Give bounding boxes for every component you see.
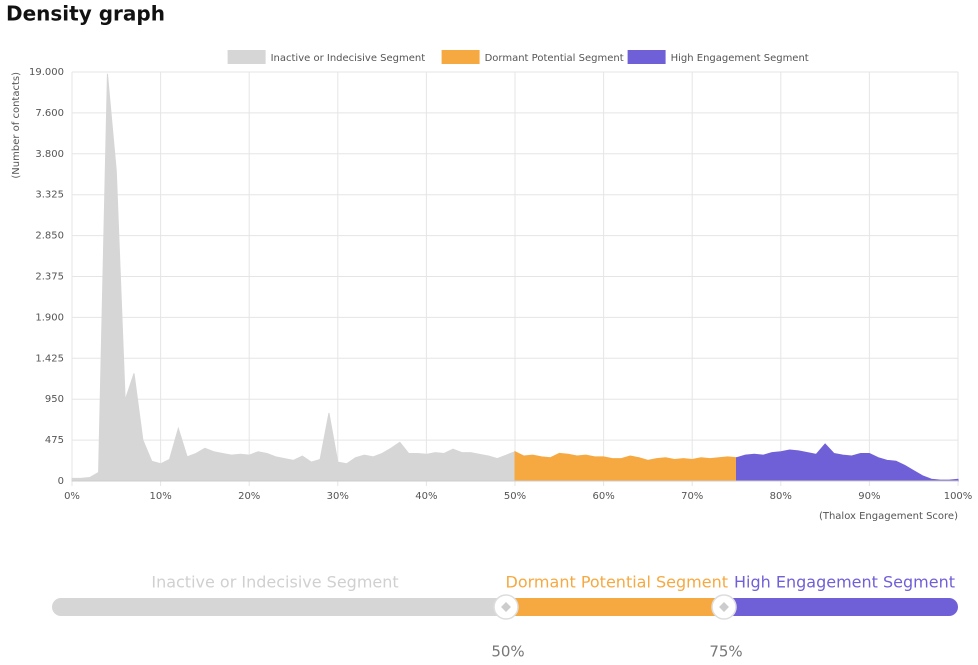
y-axis-label: (Number of contacts) (11, 72, 22, 179)
slider-segment (506, 598, 724, 616)
handle-label: 75% (709, 643, 742, 661)
x-tick-label: 30% (327, 491, 349, 502)
density-area (736, 443, 959, 482)
handle-grip (719, 602, 729, 612)
y-tick-label: 19.000 (29, 67, 64, 78)
segment-label: Dormant Potential Segment (506, 573, 728, 592)
legend-label: Dormant Potential Segment (485, 53, 624, 64)
y-tick-label: 1.425 (35, 353, 64, 364)
legend-swatch (227, 50, 266, 64)
slider-segment (724, 598, 958, 616)
handle-label: 50% (491, 643, 524, 661)
legend-label: High Engagement Segment (671, 53, 809, 64)
handle-grip (501, 602, 511, 612)
page-title: Density graph (6, 2, 165, 26)
segment-label: High Engagement Segment (734, 573, 955, 592)
x-tick-label: 60% (592, 491, 614, 502)
x-tick-label: 100% (944, 491, 973, 502)
x-tick-label: 90% (858, 491, 880, 502)
legend-swatch (441, 50, 480, 64)
y-tick-label: 7.600 (35, 108, 64, 119)
slider-segment (52, 598, 506, 616)
y-tick-label: 475 (45, 435, 64, 446)
y-tick-label: 2.375 (35, 272, 64, 283)
x-tick-label: 70% (681, 491, 703, 502)
density-area (514, 450, 737, 482)
x-tick-label: 80% (770, 491, 792, 502)
y-tick-label: 0 (58, 476, 64, 487)
density-area (71, 73, 516, 482)
x-tick-label: 50% (504, 491, 526, 502)
legend-label: Inactive or Indecisive Segment (271, 53, 426, 64)
x-tick-label: 20% (238, 491, 260, 502)
segment-label: Inactive or Indecisive Segment (151, 573, 398, 592)
y-tick-label: 950 (45, 394, 64, 405)
legend-swatch (627, 50, 666, 64)
y-tick-label: 3.800 (35, 149, 64, 160)
x-tick-label: 40% (415, 491, 437, 502)
x-tick-label: 0% (64, 491, 80, 502)
y-tick-label: 3.325 (35, 190, 64, 201)
x-tick-label: 10% (149, 491, 171, 502)
y-tick-label: 1.900 (35, 312, 64, 323)
x-axis-label: (Thalox Engagement Score) (819, 511, 958, 522)
y-tick-label: 2.850 (35, 231, 64, 242)
